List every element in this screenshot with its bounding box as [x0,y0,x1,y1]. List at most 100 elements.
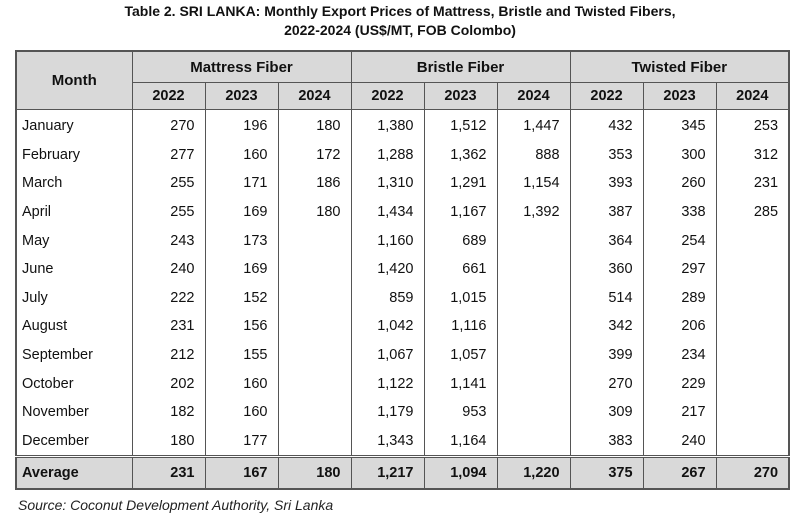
value-cell [277,226,352,255]
value-cell: 1,291 [423,169,498,198]
value-cell [715,312,790,341]
value-cell [277,426,352,457]
value-cell: 255 [131,169,206,198]
year-header: 2024 [496,82,571,110]
title-line-1: Table 2. SRI LANKA: Monthly Export Price… [124,3,676,19]
value-cell: 169 [204,197,279,227]
value-cell: 231 [131,312,206,341]
value-cell: 353 [569,140,644,170]
table-row: April 255 169 180 1,434 1,167 1,392 387 338 285 [15,197,790,227]
value-cell: 360 [569,254,644,284]
year-header: 2024 [277,82,352,110]
average-cell: 1,094 [423,455,498,490]
mattress-fiber-header: Mattress Fiber [131,50,352,83]
month-cell: October [15,369,133,398]
value-cell: 300 [642,140,717,170]
value-cell: 1,343 [350,426,425,457]
source-note: Source: Coconut Development Authority, S… [18,497,334,513]
value-cell: 1,380 [350,109,425,141]
table-row: November 182 160 1,179 953 309 217 [15,397,790,427]
value-cell: 231 [715,169,790,198]
month-column-header: Month [15,50,133,110]
value-cell [277,254,352,284]
table-row: July 222 152 859 1,015 514 289 [15,283,790,313]
value-cell: 240 [642,426,717,457]
value-cell: 393 [569,169,644,198]
value-cell: 160 [204,140,279,170]
value-cell: 342 [569,312,644,341]
group-header-row: Month Mattress Fiber Bristle Fiber Twist… [15,50,790,110]
value-cell: 1,141 [423,369,498,398]
value-cell: 661 [423,254,498,284]
value-cell: 1,392 [496,197,571,227]
value-cell: 222 [131,283,206,313]
table-row: January 270 196 180 1,380 1,512 1,447 432 345 253 [15,109,790,141]
value-cell [496,369,571,398]
table-row: June 240 169 1,420 661 360 297 [15,254,790,284]
value-cell [496,312,571,341]
value-cell [715,426,790,457]
value-cell: 345 [642,109,717,141]
value-cell: 1,167 [423,197,498,227]
value-cell [277,283,352,313]
value-cell: 212 [131,340,206,370]
average-cell: 180 [277,455,352,490]
average-cell: 231 [131,455,206,490]
table-body: January 270 196 180 1,380 1,512 1,447 432 345 253… [15,109,790,457]
value-cell: 253 [715,109,790,141]
value-cell: 254 [642,226,717,255]
value-cell: 1,057 [423,340,498,370]
value-cell: 152 [204,283,279,313]
value-cell: 171 [204,169,279,198]
value-cell [715,340,790,370]
year-header: 2024 [715,82,790,110]
table-row: December 180 177 1,343 1,164 383 240 [15,426,790,457]
value-cell: 177 [204,426,279,457]
value-cell: 1,067 [350,340,425,370]
value-cell: 169 [204,254,279,284]
value-cell: 277 [131,140,206,170]
value-cell: 1,122 [350,369,425,398]
table-row: February 277 160 172 1,288 1,362 888 353 300 312 [15,140,790,170]
value-cell [715,254,790,284]
table-row: March 255 171 186 1,310 1,291 1,154 393 260 231 [15,169,790,198]
value-cell: 1,116 [423,312,498,341]
average-cell: 167 [204,455,279,490]
table-row: October 202 160 1,122 1,141 270 229 [15,369,790,398]
value-cell: 383 [569,426,644,457]
month-cell: December [15,426,133,457]
value-cell: 1,179 [350,397,425,427]
value-cell: 338 [642,197,717,227]
month-cell: September [15,340,133,370]
value-cell: 270 [131,109,206,141]
value-cell: 240 [131,254,206,284]
average-cell: 1,217 [350,455,425,490]
value-cell [496,340,571,370]
value-cell: 180 [277,109,352,141]
value-cell: 514 [569,283,644,313]
value-cell: 364 [569,226,644,255]
average-row: Average 231 167 180 1,217 1,094 1,220 37… [15,455,790,490]
twisted-fiber-header: Twisted Fiber [569,50,790,83]
year-header: 2023 [204,82,279,110]
value-cell: 234 [642,340,717,370]
value-cell: 173 [204,226,279,255]
value-cell [277,340,352,370]
table-row: September 212 155 1,067 1,057 399 234 [15,340,790,370]
value-cell: 156 [204,312,279,341]
table-row: May 243 173 1,160 689 364 254 [15,226,790,255]
year-header: 2022 [350,82,425,110]
value-cell: 180 [131,426,206,457]
month-cell: August [15,312,133,341]
value-cell: 196 [204,109,279,141]
value-cell [715,283,790,313]
value-cell: 1,434 [350,197,425,227]
value-cell: 270 [569,369,644,398]
month-cell: May [15,226,133,255]
value-cell [277,312,352,341]
value-cell [715,397,790,427]
month-cell: June [15,254,133,284]
average-cell: 375 [569,455,644,490]
value-cell: 160 [204,369,279,398]
month-cell: February [15,140,133,170]
